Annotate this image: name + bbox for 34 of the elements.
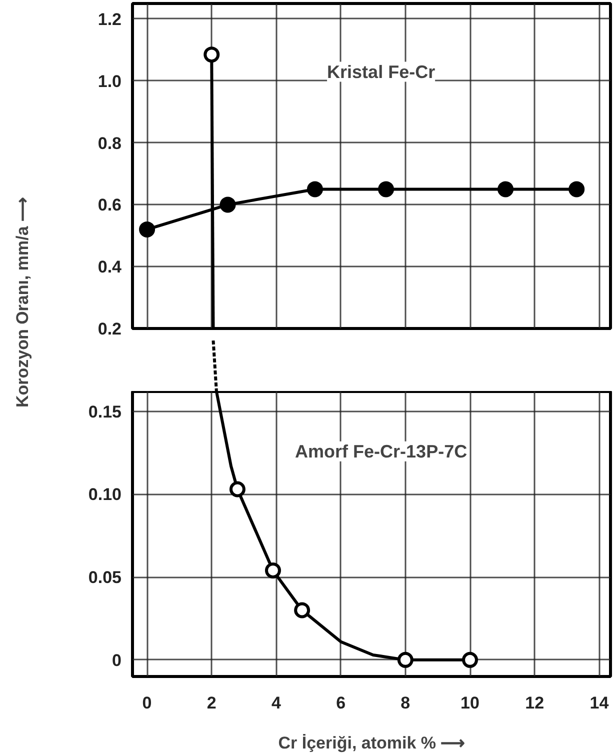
x-tick-label: 2 [206,694,216,712]
point [264,562,281,578]
x-tick-label: 4 [271,694,282,712]
point [220,196,236,213]
y-axis-title: Korozyon Oranı, mm/a ⟶ [13,197,32,408]
x-tick-label: 0 [142,694,152,712]
point [306,181,323,198]
y-tick-label: 0.4 [98,258,122,277]
y-tick-label: 1.2 [98,10,122,29]
x-tick-label: 8 [400,694,410,712]
y-tick-label: 0.6 [98,196,122,215]
y-tick-label: 0.15 [88,402,122,422]
x-tick-label: 14 [590,694,610,712]
point [498,181,514,198]
x-tick-label: 6 [336,694,346,712]
text: Amorf Fe-Cr-13P-7C [295,441,468,462]
y-tick-label: 0 [112,650,122,670]
y-tick-label: 0.10 [88,485,122,504]
point [378,181,394,198]
x-tick-label: 10 [460,694,480,712]
point [568,181,585,198]
point [462,652,478,668]
y-tick-label: 1.0 [98,72,122,91]
text: Kristal Fe-Cr [327,62,436,82]
point [204,46,220,63]
point [294,602,310,618]
point [397,652,414,668]
point [139,221,156,238]
y-tick-label: 0.8 [98,134,122,153]
point [229,481,246,498]
x-axis-title: Cr İçeriği, atomik % ⟶ [278,734,465,752]
x-tick-label: 12 [525,694,544,712]
y-tick-label: 0.05 [88,568,122,588]
y-tick-label: 0.2 [98,320,122,338]
